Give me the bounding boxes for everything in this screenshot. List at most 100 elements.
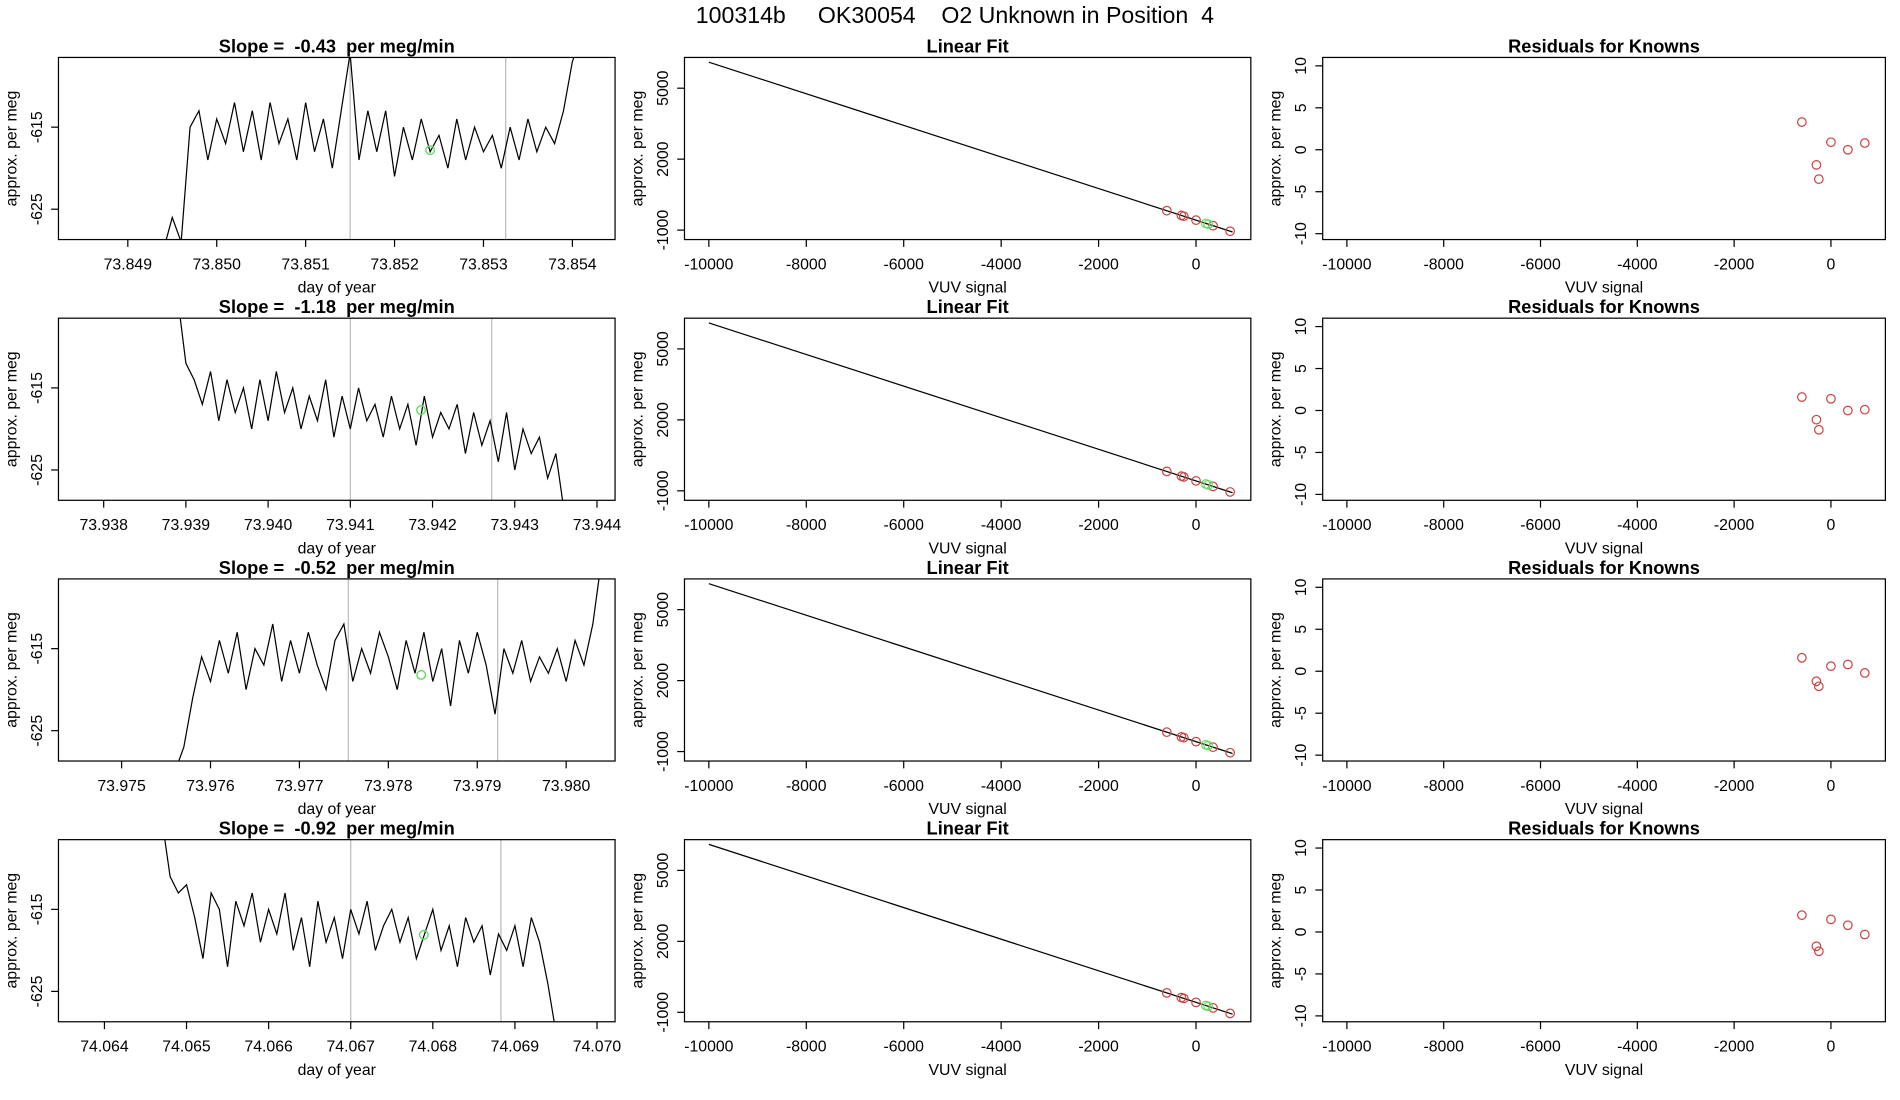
x-tick-label: 73.943 xyxy=(491,517,540,534)
x-tick-label: -6000 xyxy=(1520,1039,1561,1056)
y-tick-label: 5000 xyxy=(655,70,672,106)
y-tick-label: 2000 xyxy=(655,663,672,699)
plot-frame xyxy=(57,56,616,241)
residual-point xyxy=(1813,681,1824,692)
y-tick-label: 0 xyxy=(1293,406,1310,415)
highlight-point xyxy=(425,145,436,156)
plot-frame xyxy=(57,317,616,501)
x-tick-label: -4000 xyxy=(1617,778,1658,795)
y-tick-label: 2000 xyxy=(655,924,672,960)
y-tick-label: 5000 xyxy=(655,331,672,367)
y-tick-label: 10 xyxy=(1293,578,1310,596)
x-tick-label: 74.066 xyxy=(244,1039,293,1056)
x-tick-label: 73.938 xyxy=(79,517,128,534)
x-tick-label: 74.070 xyxy=(573,1039,622,1056)
x-tick-label: 0 xyxy=(1192,778,1201,795)
residual-point xyxy=(1859,404,1870,415)
x-tick-label: -10000 xyxy=(1322,256,1371,273)
x-tick-label: 73.975 xyxy=(97,778,146,795)
plot-frame xyxy=(1322,578,1886,762)
panel-title: Residuals for Knowns xyxy=(1508,557,1700,578)
series-line xyxy=(178,578,600,762)
x-tick-label: -6000 xyxy=(1520,778,1561,795)
unknown-point xyxy=(1203,219,1214,230)
plot-frame xyxy=(683,317,1252,501)
x-tick-label: -2000 xyxy=(1078,517,1119,534)
fit-line xyxy=(708,322,1233,494)
x-tick-label: -10000 xyxy=(1322,1039,1371,1056)
residual-point xyxy=(1811,941,1822,952)
y-tick-label: -10 xyxy=(1293,483,1310,506)
y-axis-label: approx. per meg xyxy=(3,351,20,467)
x-axis-label: VUV signal xyxy=(1565,540,1643,557)
y-tick-label: -5 xyxy=(1293,706,1310,720)
y-tick-label: 5 xyxy=(1293,625,1310,634)
unknown-point xyxy=(1203,1001,1214,1012)
residual-point xyxy=(1826,137,1836,148)
highlight-point xyxy=(418,929,429,940)
series-line xyxy=(179,318,564,501)
known-point xyxy=(1161,727,1172,738)
panel xyxy=(708,843,1235,1019)
residual-point xyxy=(1826,914,1836,925)
y-axis-label: approx. per meg xyxy=(629,612,646,728)
panel xyxy=(178,578,600,762)
known-point xyxy=(1161,987,1172,998)
x-axis-label: day of year xyxy=(298,540,377,557)
x-tick-label: 73.941 xyxy=(326,517,375,534)
x-tick-label: -10000 xyxy=(684,1039,733,1056)
y-tick-label: -615 xyxy=(29,633,46,665)
x-tick-label: 73.940 xyxy=(244,517,293,534)
x-tick-label: 73.939 xyxy=(162,517,211,534)
x-axis-label: VUV signal xyxy=(1565,801,1643,818)
y-tick-label: -1000 xyxy=(655,210,672,251)
residual-point xyxy=(1813,424,1824,435)
x-axis-label: VUV signal xyxy=(1565,1062,1643,1079)
plot-frame xyxy=(1322,317,1886,501)
x-axis-label: VUV signal xyxy=(929,801,1007,818)
residual-point xyxy=(1826,661,1836,672)
x-tick-label: -8000 xyxy=(786,1039,827,1056)
y-tick-label: 10 xyxy=(1293,318,1310,336)
panel-title: Linear Fit xyxy=(927,35,1009,56)
known-point xyxy=(1178,732,1189,743)
known-point xyxy=(1191,476,1201,486)
x-tick-label: 74.067 xyxy=(327,1039,376,1056)
x-tick-label: 0 xyxy=(1192,1039,1201,1056)
x-tick-label: -4000 xyxy=(981,1039,1022,1056)
known-point xyxy=(1191,736,1201,747)
known-point xyxy=(1208,481,1218,492)
x-tick-label: -10000 xyxy=(1322,778,1371,795)
x-axis-label: day of year xyxy=(298,280,377,297)
x-tick-label: -6000 xyxy=(883,256,924,273)
panel-title: Residuals for Knowns xyxy=(1508,296,1700,317)
x-tick-label: 73.851 xyxy=(281,256,330,273)
x-tick-label: -8000 xyxy=(786,778,827,795)
y-axis-label: approx. per meg xyxy=(1268,351,1285,467)
residual-point xyxy=(1811,676,1822,687)
y-tick-label: -625 xyxy=(29,715,46,747)
x-tick-label: -8000 xyxy=(786,517,827,534)
residual-point xyxy=(1811,159,1822,170)
panel-title: Linear Fit xyxy=(927,557,1009,578)
known-point xyxy=(1178,472,1189,482)
y-tick-label: -615 xyxy=(29,893,46,925)
x-tick-label: -4000 xyxy=(981,517,1022,534)
x-tick-label: 73.852 xyxy=(370,256,419,273)
residual-point xyxy=(1842,144,1853,155)
plot-frame xyxy=(683,56,1252,241)
x-tick-label: -2000 xyxy=(1078,256,1119,273)
y-tick-label: -625 xyxy=(29,193,46,225)
residual-point xyxy=(1859,668,1870,678)
panel xyxy=(708,322,1235,497)
x-tick-label: 0 xyxy=(1827,1039,1836,1056)
fit-line xyxy=(708,843,1233,1015)
known-point xyxy=(1225,487,1235,497)
residual-point xyxy=(1813,946,1824,957)
panel xyxy=(165,57,575,240)
y-tick-label: -5 xyxy=(1293,445,1310,459)
x-tick-label: -10000 xyxy=(684,778,733,795)
x-tick-label: -10000 xyxy=(684,256,733,273)
